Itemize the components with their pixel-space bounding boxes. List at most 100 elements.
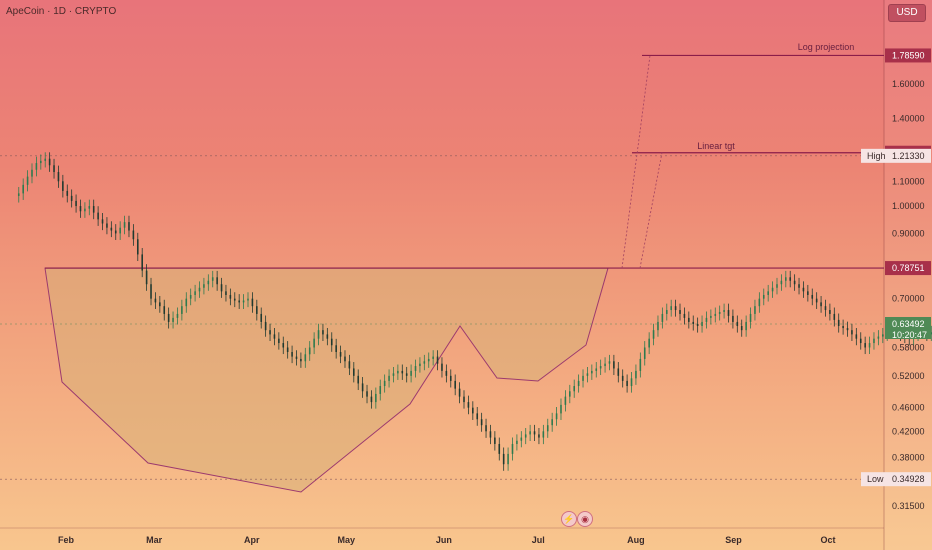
- candle-body: [31, 169, 33, 177]
- candle-body: [507, 453, 509, 465]
- candle-body: [613, 361, 615, 369]
- price-tag-box: [885, 261, 931, 276]
- candle-body: [824, 306, 827, 311]
- candle-body: [70, 195, 73, 201]
- candle-body: [128, 222, 130, 231]
- candle-body: [344, 356, 346, 362]
- candle-body: [573, 386, 576, 392]
- candle-body: [489, 431, 492, 438]
- candle-body: [458, 388, 461, 397]
- candle-body: [326, 334, 329, 339]
- candle-body: [485, 425, 487, 432]
- price-tag-box: [885, 48, 931, 63]
- candle-body: [211, 277, 214, 281]
- lightning-icon[interactable]: ⚡: [561, 511, 577, 527]
- price-tag-label: High: [867, 151, 886, 161]
- candle-body: [35, 163, 38, 170]
- candle-body: [670, 306, 672, 311]
- candle-body: [414, 366, 417, 371]
- candle-body: [502, 453, 505, 465]
- candle-body: [401, 370, 404, 374]
- candle-body: [798, 284, 800, 288]
- candle-body: [264, 321, 267, 331]
- candle-body: [736, 321, 739, 327]
- candle-body: [141, 254, 143, 271]
- candle-body: [546, 425, 549, 432]
- price-tick-label: 0.38000: [892, 452, 925, 462]
- symbol-title[interactable]: ApeCoin · 1D · CRYPTO: [6, 6, 117, 17]
- candle-body: [846, 328, 849, 331]
- candle-body: [679, 310, 681, 314]
- candle-body: [643, 347, 646, 359]
- candle-body: [859, 338, 862, 344]
- candle-body: [238, 300, 240, 303]
- price-tick-label: 0.90000: [892, 228, 925, 238]
- time-axis: Feb Mar Apr May Jun Jul Aug Sep Oct: [58, 535, 836, 545]
- price-tag-box: [885, 316, 931, 339]
- candle-body: [604, 363, 606, 367]
- price-tag-value: 0.78751: [892, 263, 925, 273]
- candle-body: [330, 338, 333, 346]
- candle-body: [533, 431, 536, 435]
- candle-body: [516, 440, 518, 444]
- candle-body: [397, 370, 399, 374]
- candle-body: [542, 431, 545, 438]
- candle-body: [851, 330, 853, 335]
- time-tick-label: May: [337, 535, 355, 545]
- event-flag-icon[interactable]: ◉: [577, 511, 593, 527]
- candle-body: [829, 310, 831, 314]
- candle-body: [247, 298, 249, 301]
- price-tag-value: 1.21330: [892, 151, 925, 161]
- candle-body: [163, 306, 166, 314]
- candle-body: [714, 313, 717, 316]
- candle-body: [136, 239, 139, 255]
- candle-body: [555, 413, 558, 420]
- candle-body: [348, 361, 351, 369]
- price-tag-value: 0.34928: [892, 474, 925, 484]
- candle-body: [273, 334, 276, 339]
- candle-body: [194, 291, 196, 295]
- candle-body: [256, 306, 258, 314]
- candle-body: [317, 330, 320, 339]
- candle-body: [577, 380, 580, 387]
- candle-body: [352, 368, 355, 376]
- candle-body: [291, 352, 293, 357]
- price-tag-value: 0.63492: [892, 319, 925, 329]
- price-tick-label: 0.58000: [892, 342, 925, 352]
- candle-body: [286, 347, 289, 353]
- candle-body: [167, 313, 170, 322]
- candle-body: [405, 373, 408, 376]
- candle-body: [930, 332, 932, 335]
- candle-body: [569, 391, 571, 397]
- candle-body: [379, 386, 382, 394]
- candle-body: [220, 284, 223, 292]
- candle-body: [123, 222, 126, 228]
- candle-body: [370, 396, 373, 403]
- candle-body: [749, 313, 752, 322]
- candle-body: [665, 310, 668, 314]
- candle-body: [432, 356, 434, 359]
- candle-body: [419, 363, 421, 367]
- price-tick-label: 0.42000: [892, 426, 925, 436]
- candle-body: [688, 317, 690, 322]
- candle-body: [472, 407, 474, 414]
- price-tick-label: 0.46000: [892, 403, 925, 413]
- candle-body: [106, 223, 108, 228]
- candle-body: [820, 302, 822, 307]
- price-axis: 1.60000 1.40000 1.10000 1.00000 0.90000 0.700…: [892, 79, 925, 511]
- candle-body: [586, 373, 589, 376]
- candle-body: [75, 200, 77, 207]
- candle-body: [511, 443, 514, 454]
- candle-body: [269, 330, 271, 335]
- candle-body: [560, 404, 562, 414]
- price-tick-label: 1.00000: [892, 201, 925, 211]
- currency-button[interactable]: USD: [888, 4, 926, 22]
- candle-body: [216, 277, 218, 285]
- candle-body: [599, 366, 602, 369]
- candle-body: [648, 338, 650, 348]
- candle-body: [53, 165, 55, 173]
- candle-body: [705, 317, 708, 322]
- log-projection-label: Log projection: [798, 42, 855, 52]
